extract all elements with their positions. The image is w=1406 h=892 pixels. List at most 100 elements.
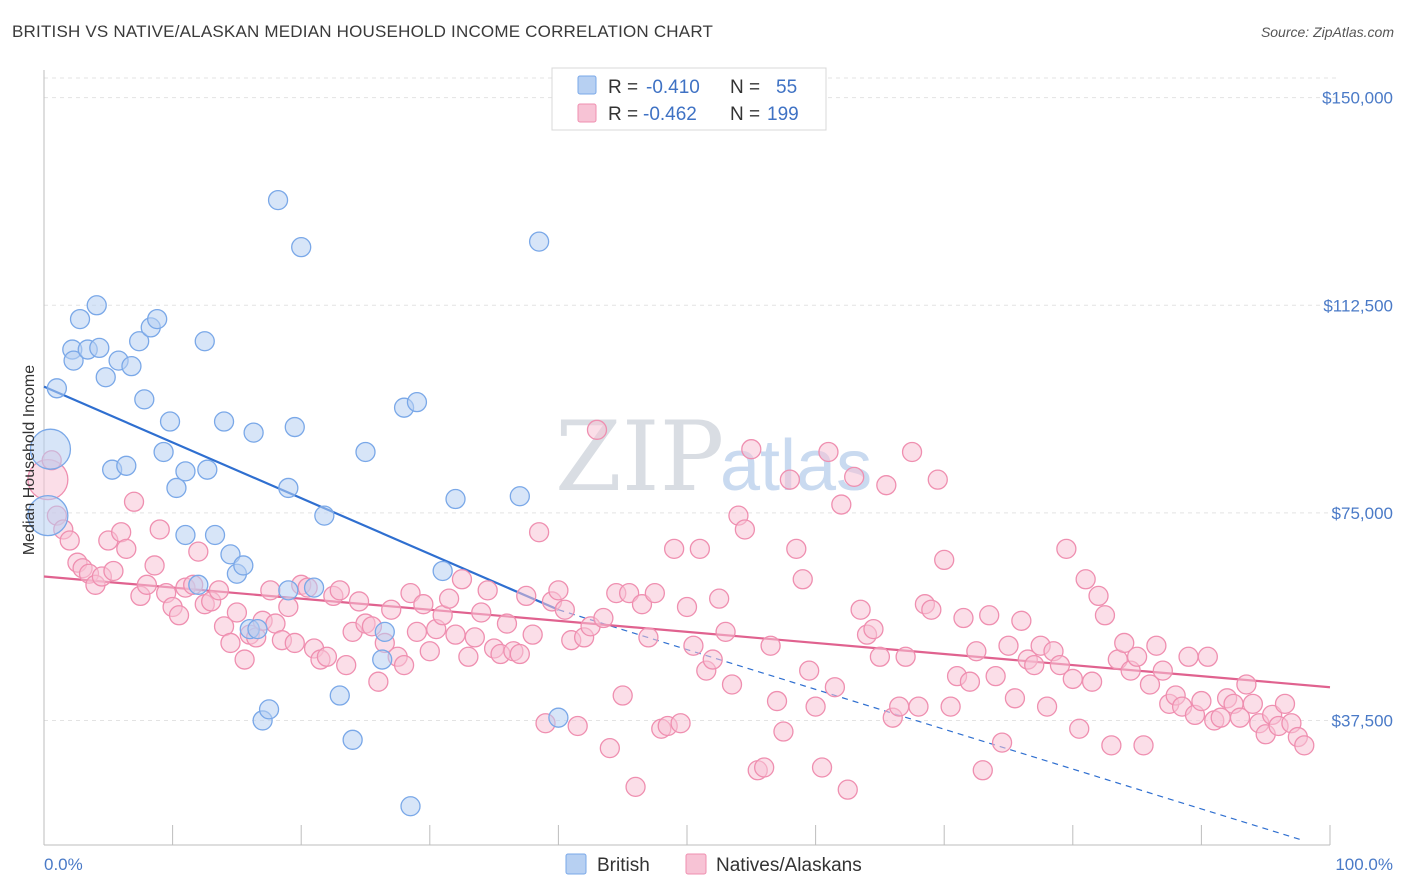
natives-point [811, 757, 833, 778]
natives-point [766, 690, 788, 712]
natives-point [998, 635, 1019, 656]
natives-point [516, 585, 537, 607]
natives-point [329, 580, 350, 601]
natives-point [1139, 674, 1161, 695]
natives-point [863, 618, 884, 640]
natives-point [670, 713, 691, 734]
natives-point [234, 649, 255, 670]
british-trend-line [43, 385, 559, 611]
natives-point [689, 538, 711, 559]
natives-point [451, 569, 473, 590]
british-point [27, 494, 69, 537]
legend-n-label-british: N = [730, 77, 760, 98]
british-point [445, 488, 466, 510]
natives-point [471, 602, 492, 623]
natives-point [1094, 605, 1116, 626]
british-point [432, 560, 453, 582]
natives-point [934, 549, 955, 571]
natives-point [908, 696, 929, 717]
british-point [147, 308, 168, 330]
natives-point [1236, 674, 1257, 695]
natives-point [136, 574, 158, 595]
natives-point [644, 582, 665, 604]
british-point [220, 544, 241, 565]
british-point [284, 416, 305, 438]
natives-point [1036, 696, 1058, 717]
bottom-legend-swatch-british [565, 853, 587, 875]
natives-point [1197, 646, 1218, 667]
british-point [278, 580, 299, 601]
legend-n-value-natives: 199 [767, 104, 799, 125]
natives-point [149, 519, 170, 540]
natives-point [889, 696, 910, 717]
natives-point [509, 643, 530, 665]
natives-point [528, 522, 550, 543]
y-axis-label: Median Household Income [21, 365, 38, 555]
natives-point [1069, 718, 1090, 739]
natives-point [837, 779, 858, 800]
british-point [159, 411, 181, 432]
natives-point [1049, 654, 1071, 676]
natives-point [1126, 646, 1148, 667]
natives-point [1274, 693, 1296, 714]
british-point [406, 391, 428, 413]
natives-point [413, 594, 434, 615]
natives-point [336, 654, 357, 676]
legend-r-label-british: R = [608, 77, 638, 98]
natives-point [1152, 660, 1173, 681]
british-point [86, 295, 107, 316]
natives-point [260, 580, 281, 601]
natives-point [348, 591, 370, 612]
legend-r-label-natives: R = [608, 104, 638, 125]
natives-point [792, 569, 813, 590]
natives-point [496, 613, 518, 634]
grid-lines [44, 77, 1338, 721]
natives-point [895, 646, 916, 667]
chart-title: BRITISH VS NATIVE/ALASKAN MEDIAN HOUSEHO… [12, 22, 714, 41]
british-point [121, 356, 142, 377]
natives-point [715, 621, 736, 643]
natives-point [683, 635, 704, 656]
british-point [303, 577, 325, 598]
natives-point [618, 582, 640, 604]
natives-point [831, 494, 852, 515]
natives-point [208, 580, 230, 601]
british-point [548, 707, 569, 728]
natives-point [400, 582, 421, 604]
natives-point [985, 666, 1006, 687]
bottom-legend-natives: Natives/Alaskans [716, 855, 862, 876]
natives-point [1229, 707, 1251, 728]
british-point [204, 524, 226, 546]
natives-point [1024, 654, 1045, 676]
natives-point [464, 627, 485, 648]
natives-point [1075, 569, 1096, 590]
natives-point [754, 757, 775, 778]
natives-point [1011, 610, 1032, 631]
british-point [95, 367, 116, 388]
natives-point [284, 632, 305, 654]
natives-point [548, 580, 569, 601]
natives-point [593, 607, 614, 629]
legend-box: R = -0.410 N = 55 R = -0.462 N = 199 [551, 67, 827, 131]
natives-point [631, 594, 653, 615]
natives-point [818, 441, 839, 463]
natives-point [368, 671, 389, 692]
watermark-zip: ZIP [555, 401, 724, 513]
natives-point [850, 599, 871, 620]
natives-point [586, 419, 608, 440]
british-point [247, 618, 268, 640]
legend-r-value-natives: -0.462 [643, 104, 697, 125]
natives-point [1133, 735, 1154, 756]
natives-point [477, 580, 498, 601]
natives-point [458, 646, 479, 667]
natives-point [773, 721, 794, 742]
natives-point [1146, 635, 1167, 656]
y-tick-label: $75,000 [1332, 504, 1393, 523]
natives-point [625, 776, 646, 798]
natives-point [316, 646, 338, 667]
british-point [213, 411, 235, 432]
british-point [175, 524, 196, 546]
british-point [153, 441, 174, 463]
british-point [175, 461, 196, 482]
natives-point [741, 439, 762, 460]
